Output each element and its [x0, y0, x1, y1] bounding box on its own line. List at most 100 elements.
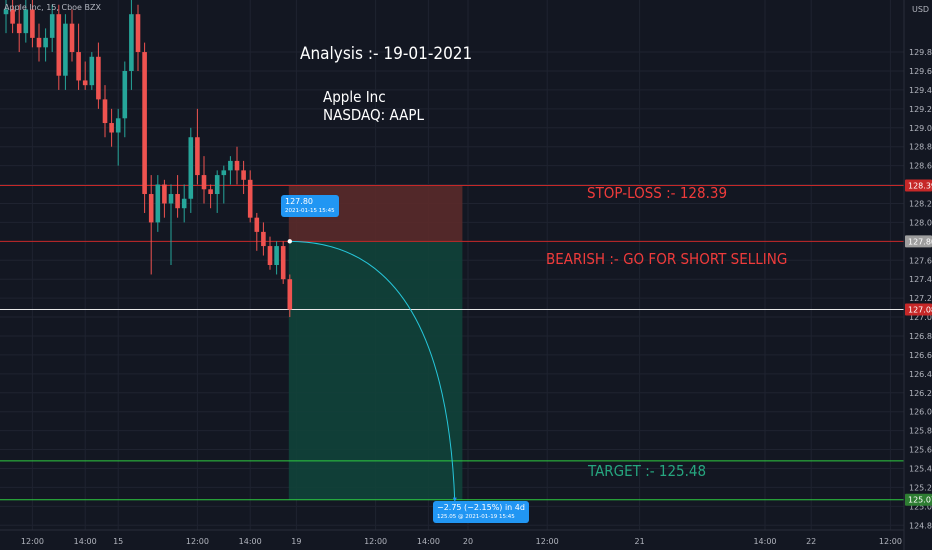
x-tick-label: 12:00: [186, 537, 209, 546]
price-tag-label-entry: 127.80: [908, 237, 932, 246]
x-tick-label: 21: [635, 537, 645, 546]
x-tick-label: 14:00: [74, 537, 97, 546]
price-tag-stop: [905, 179, 932, 192]
company-name: Apple Inc: [323, 88, 386, 106]
candle-body: [63, 23, 68, 76]
x-tick-label: 14:00: [239, 537, 262, 546]
y-tick-label: 126.60: [909, 351, 932, 360]
y-tick-label: 127.00: [909, 313, 932, 322]
x-tick-label: 12:00: [879, 537, 902, 546]
price-axis-background: [904, 0, 932, 550]
y-tick-label: 129.20: [909, 105, 932, 114]
y-tick-label: 127.60: [909, 256, 932, 265]
candle-body: [221, 170, 227, 176]
candle-body: [261, 231, 266, 247]
candle-body: [16, 23, 22, 34]
y-tick-label: 129.60: [909, 67, 932, 76]
candle-body: [43, 37, 48, 48]
price-tag-label-target: 125.07: [908, 496, 932, 505]
x-tick-label: 19: [291, 537, 301, 546]
candle-body: [254, 217, 260, 232]
candle-body: [168, 194, 174, 204]
stop-loss-annotation: STOP-LOSS :- 128.39: [587, 184, 728, 202]
entry-point: [287, 239, 292, 244]
y-tick-label: 129.40: [909, 86, 932, 95]
y-tick-label: 124.80: [909, 521, 932, 530]
currency-label: USD: [912, 5, 929, 14]
projection-curve: [289, 240, 456, 502]
x-tick-label: 15: [113, 537, 123, 546]
target-zone: [288, 241, 463, 500]
candle-body: [23, 9, 29, 34]
candle-body: [241, 170, 246, 180]
candle-body: [274, 246, 279, 265]
price-tag-label-last: 127.08: [908, 305, 932, 314]
y-tick-label: 125.60: [909, 446, 932, 455]
candle-body: [175, 194, 180, 209]
entry-callout[interactable]: 127.80 2021-01-15 15:45: [281, 195, 339, 217]
target-annotation: TARGET :- 125.48: [588, 462, 707, 480]
exchange-ticker: NASDAQ: AAPL: [323, 106, 424, 124]
analysis-title: Analysis :- 19-01-2021: [300, 44, 473, 64]
candle-body: [148, 194, 154, 223]
candle-body: [188, 137, 194, 199]
y-tick-label: 125.80: [909, 427, 932, 436]
x-tick-label: 12:00: [364, 537, 387, 546]
candle-body: [89, 56, 95, 86]
y-tick-label: 125.40: [909, 464, 932, 473]
y-tick-label: 129.00: [909, 124, 932, 133]
x-tick-label: 14:00: [753, 537, 776, 546]
candle-body: [280, 246, 286, 280]
x-tick-label: 12:00: [536, 537, 559, 546]
y-tick-label: 125.20: [909, 483, 932, 492]
candle-body: [247, 179, 253, 218]
candle-body: [195, 137, 200, 176]
candle-body: [267, 246, 273, 265]
candle-body: [201, 175, 207, 190]
candle-body: [129, 14, 134, 71]
candle-body: [228, 160, 233, 171]
candle-body: [96, 56, 101, 100]
time-axis-background: [0, 530, 932, 550]
price-tag-entry: [905, 235, 932, 248]
candle-body: [82, 80, 88, 86]
candle-body: [155, 184, 161, 223]
candle-body: [69, 23, 75, 53]
candle-body: [115, 118, 121, 133]
y-tick-label: 127.20: [909, 294, 932, 303]
candle-body: [49, 14, 55, 38]
price-tag-target: [905, 493, 932, 506]
candle-body: [142, 52, 147, 195]
y-tick-label: 128.20: [909, 199, 932, 208]
candle-body: [56, 14, 62, 76]
projection-callout-detail: 125.05 @ 2021-01-19 15:45: [437, 514, 515, 520]
y-tick-label: 126.20: [909, 389, 932, 398]
company-annotation: Apple Inc NASDAQ: AAPL: [323, 88, 424, 124]
candle-body: [208, 189, 213, 195]
candle-body: [234, 160, 240, 171]
candle-body: [122, 70, 128, 119]
bearish-annotation: BEARISH :- GO FOR SHORT SELLING: [546, 250, 788, 268]
y-tick-label: 127.40: [909, 275, 932, 284]
y-tick-label: 126.40: [909, 370, 932, 379]
symbol-label[interactable]: Apple Inc, 15, Cboe BZX: [4, 3, 101, 12]
x-tick-label: 20: [463, 537, 473, 546]
entry-callout-price: 127.80: [285, 197, 313, 206]
price-tag-label-stop: 128.39: [908, 182, 932, 191]
candle-body: [287, 279, 293, 310]
y-tick-label: 126.00: [909, 408, 932, 417]
candle-body: [162, 184, 167, 204]
candle-body: [135, 14, 141, 53]
x-tick-label: 22: [806, 537, 816, 546]
candle-body: [10, 9, 15, 24]
projection-callout-change: −2.75 (−2.15%) in 4d: [437, 503, 525, 512]
projection-callout[interactable]: −2.75 (−2.15%) in 4d 125.05 @ 2021-01-19…: [433, 501, 529, 523]
y-tick-label: 128.60: [909, 162, 932, 171]
candle-body: [102, 99, 108, 124]
x-tick-label: 14:00: [417, 537, 440, 546]
entry-callout-datetime: 2021-01-15 15:45: [285, 208, 335, 214]
candle-body: [181, 198, 187, 209]
candle-body: [109, 123, 114, 133]
y-tick-label: 128.80: [909, 143, 932, 152]
